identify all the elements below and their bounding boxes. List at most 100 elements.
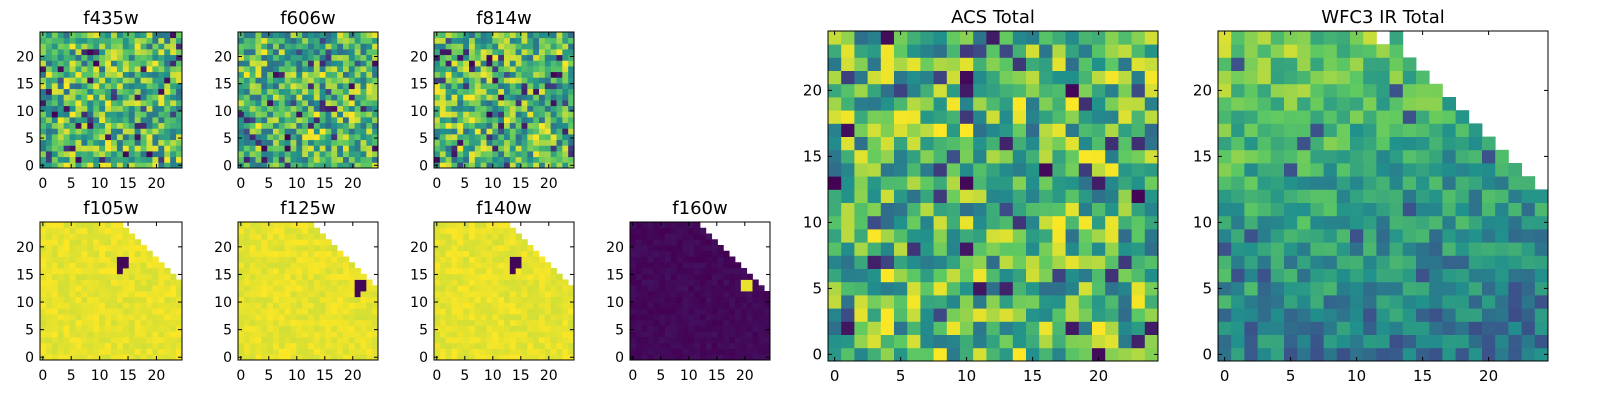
heatmap-cell <box>676 348 683 355</box>
heatmap-cell <box>122 83 130 90</box>
heatmap-cell <box>1257 31 1272 45</box>
heatmap-cell <box>670 245 678 252</box>
heatmap-cell <box>128 233 136 240</box>
heatmap-cell <box>445 162 452 169</box>
heatmap-cell <box>302 245 309 252</box>
heatmap-cell <box>509 128 517 135</box>
heatmap-cell <box>249 122 256 129</box>
heatmap-cell <box>717 314 724 321</box>
heatmap-cell <box>986 242 1000 256</box>
heatmap-cell <box>238 134 245 141</box>
heatmap-cell <box>828 57 842 71</box>
heatmap-cell <box>319 139 326 146</box>
heatmap-cell <box>331 111 338 118</box>
heatmap-cell <box>1323 295 1338 309</box>
heatmap-cell <box>93 156 100 163</box>
heatmap-cell <box>1144 97 1159 111</box>
heatmap-cell <box>267 302 274 309</box>
heatmap-cell <box>1118 70 1132 85</box>
heatmap-cell <box>688 245 695 252</box>
heatmap-cell <box>1350 295 1364 309</box>
heatmap-cell <box>134 111 141 118</box>
heatmap-cell <box>152 342 159 349</box>
heatmap-cell <box>1284 242 1298 256</box>
heatmap-cell <box>544 77 552 84</box>
heatmap-cell <box>348 77 356 84</box>
heatmap-cell <box>723 302 730 309</box>
heatmap-cell <box>700 268 707 275</box>
heatmap-cell <box>1323 242 1338 256</box>
heatmap-cell <box>504 250 511 257</box>
heatmap-cell <box>439 268 447 275</box>
heatmap-cell <box>372 331 379 338</box>
heatmap-cell <box>445 88 452 95</box>
heatmap-cell <box>325 134 332 141</box>
heatmap-cell <box>296 227 303 234</box>
heatmap-cell <box>111 331 118 338</box>
heatmap-cell <box>568 111 575 118</box>
heatmap-cell <box>694 250 701 257</box>
heatmap-cell <box>515 337 522 344</box>
heatmap-cell <box>111 342 118 349</box>
heatmap-cell <box>867 44 882 58</box>
x-tick-label: 10 <box>288 368 306 384</box>
heatmap-cell <box>152 94 159 101</box>
heatmap-cell <box>463 354 470 361</box>
heatmap-cell <box>134 134 141 141</box>
heatmap-cell <box>372 291 379 298</box>
heatmap-cell <box>319 239 326 246</box>
heatmap-cell <box>539 43 546 50</box>
heatmap-cell <box>439 66 447 73</box>
heatmap-cell <box>469 331 476 338</box>
heatmap-cell <box>635 233 643 240</box>
heatmap-cell <box>290 49 297 56</box>
heatmap-cell <box>57 319 65 326</box>
heatmap-cell <box>366 279 373 286</box>
heatmap-cell <box>261 54 268 61</box>
heatmap-cell <box>308 348 315 355</box>
heatmap-cell <box>670 314 678 321</box>
heatmap-cell <box>164 71 171 78</box>
heatmap-cell <box>986 229 1000 243</box>
heatmap-cell <box>711 279 718 286</box>
heatmap-cell <box>474 88 482 95</box>
heatmap-cell <box>87 54 94 61</box>
heatmap-cell <box>1323 149 1338 164</box>
heatmap-cell <box>670 279 678 286</box>
heatmap-cell <box>81 348 88 355</box>
heatmap-cell <box>348 100 356 107</box>
heatmap-cell <box>45 105 53 112</box>
heatmap-cell <box>550 291 557 298</box>
heatmap-cell <box>170 32 177 39</box>
heatmap-cell <box>509 145 517 152</box>
heatmap-cell <box>51 128 59 135</box>
heatmap-cell <box>278 222 286 229</box>
heatmap-cell <box>451 71 458 78</box>
heatmap-cell <box>366 37 373 44</box>
heatmap-cell <box>717 342 724 349</box>
heatmap-cell <box>325 162 332 169</box>
heatmap-cell <box>439 111 447 118</box>
heatmap-cell <box>302 262 309 269</box>
heatmap-cell <box>676 268 683 275</box>
heatmap-cell <box>1297 295 1311 309</box>
heatmap-cell <box>105 245 112 252</box>
heatmap-cell <box>647 227 654 234</box>
heatmap-cell <box>647 273 654 280</box>
heatmap-cell <box>694 262 701 269</box>
heatmap-cell <box>1376 189 1390 203</box>
heatmap-cell <box>313 100 321 107</box>
heatmap-cell <box>45 156 53 163</box>
heatmap-cell <box>999 189 1014 203</box>
heatmap-cell <box>343 145 350 152</box>
heatmap-cell <box>539 37 546 44</box>
heatmap-cell <box>267 256 274 263</box>
heatmap-cell <box>290 88 297 95</box>
heatmap-cell <box>93 239 100 246</box>
y-tick-label: 5 <box>615 323 624 339</box>
heatmap-cell <box>1118 44 1132 58</box>
heatmap-cell <box>158 273 165 280</box>
heatmap-cell <box>111 245 118 252</box>
heatmap-cell <box>105 156 112 163</box>
heatmap-cell <box>354 94 361 101</box>
